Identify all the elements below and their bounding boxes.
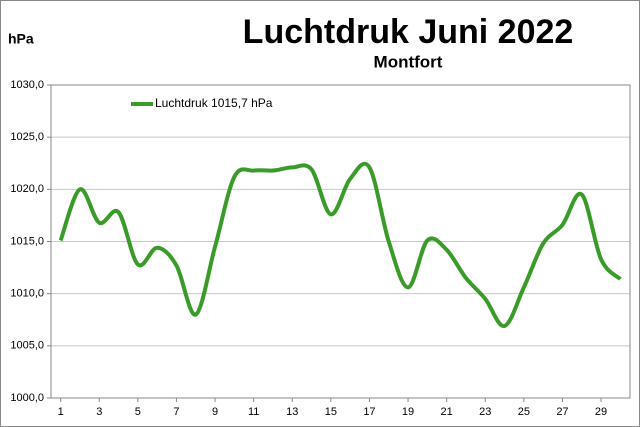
x-tick-label: 7 [173,406,179,418]
x-tick-label: 27 [556,406,568,418]
x-tick-label: 25 [518,406,530,418]
x-tick-label: 3 [96,406,102,418]
x-tick-label: 15 [325,406,337,418]
y-tick-label: 1000,0 [10,392,44,404]
chart-title: Luchtdruk Juni 2022 [243,13,574,51]
plot-border [50,84,631,399]
x-tick-label: 29 [595,406,607,418]
x-tick-label: 9 [212,406,218,418]
y-tick-label: 1030,0 [10,79,44,91]
x-tick-label: 17 [363,406,375,418]
y-axis-label: hPa [8,31,34,47]
y-tick-label: 1015,0 [10,235,44,247]
x-tick-label: 5 [135,406,141,418]
legend-label: Luchtdruk 1015,7 hPa [155,96,273,110]
chart-subtitle: Montfort [374,52,443,71]
x-tick-label: 13 [286,406,298,418]
x-tick-label: 19 [402,406,414,418]
x-tick-label: 21 [441,406,453,418]
x-tick-label: 11 [248,406,259,418]
x-tick-label: 1 [58,406,64,418]
data-line [58,161,622,329]
y-tick-label: 1025,0 [10,131,44,143]
y-tick-label: 1020,0 [10,183,44,195]
y-tick-label: 1010,0 [10,288,44,300]
y-tick-label: 1005,0 [10,340,44,352]
x-tick-label: 23 [479,406,491,418]
